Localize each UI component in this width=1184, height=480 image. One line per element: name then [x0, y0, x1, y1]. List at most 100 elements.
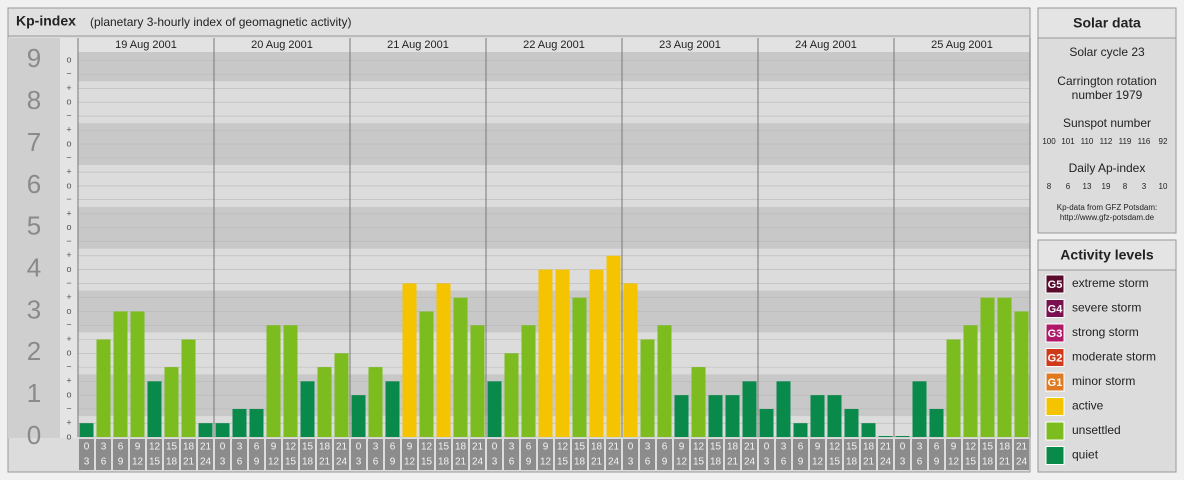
hour-start: 15	[302, 442, 314, 453]
hour-box	[929, 439, 944, 470]
hour-start: 18	[455, 442, 467, 453]
bar	[504, 353, 519, 437]
minor-tick-label: o	[66, 222, 71, 232]
hour-end: 3	[220, 457, 226, 468]
y-tick-label: 2	[27, 336, 41, 366]
hour-box	[351, 439, 366, 470]
hour-box	[453, 439, 468, 470]
bar	[147, 381, 162, 437]
hour-start: 21	[336, 442, 348, 453]
hour-start: 9	[815, 442, 821, 453]
ap-value: 3	[1142, 182, 1147, 191]
hour-box	[368, 439, 383, 470]
legend-label: moderate storm	[1072, 350, 1156, 364]
legend-title-bar	[1037, 239, 1177, 271]
sunspot-value: 100	[1042, 137, 1056, 146]
hour-box	[980, 439, 995, 470]
legend-swatch	[1045, 299, 1065, 318]
hour-box	[640, 439, 655, 470]
hour-end: 24	[1016, 457, 1028, 468]
hour-box	[606, 439, 621, 470]
legend-label: active	[1072, 399, 1104, 413]
hour-end: 21	[863, 457, 875, 468]
bar	[317, 367, 332, 437]
hour-end: 6	[373, 457, 379, 468]
hour-box	[742, 439, 757, 470]
hour-box	[164, 439, 179, 470]
y-tick-label: 3	[27, 294, 41, 324]
bar	[589, 269, 604, 437]
hour-end: 15	[285, 457, 297, 468]
ap-label: Daily Ap-index	[1069, 161, 1146, 175]
bar	[555, 269, 570, 437]
hour-end: 15	[149, 457, 161, 468]
hour-box	[810, 439, 825, 470]
hour-box	[708, 439, 723, 470]
hour-end: 18	[574, 457, 586, 468]
legend-code: G5	[1048, 279, 1063, 291]
hour-start: 0	[900, 442, 906, 453]
minor-tick-label: +	[66, 166, 71, 176]
hour-start: 0	[220, 442, 226, 453]
hour-end: 6	[781, 457, 787, 468]
legend-code: G3	[1048, 328, 1063, 340]
bar	[385, 381, 400, 437]
hour-box	[79, 439, 94, 470]
hour-start: 0	[628, 442, 634, 453]
bar	[232, 408, 247, 437]
hour-start: 9	[271, 442, 277, 453]
level-band	[78, 416, 1030, 437]
minor-tick-label: −	[66, 69, 71, 79]
ap-value: 8	[1047, 182, 1052, 191]
hour-box	[436, 439, 451, 470]
hour-start: 9	[407, 442, 413, 453]
hour-end: 18	[438, 457, 450, 468]
title-bar	[7, 7, 1031, 37]
carrington: Carrington rotation	[1057, 74, 1156, 88]
legend-code: G1	[1048, 377, 1063, 389]
bar	[419, 311, 434, 437]
hour-end: 15	[829, 457, 841, 468]
hour-box	[317, 439, 332, 470]
bar	[96, 339, 111, 437]
minor-tick-label: o	[66, 55, 71, 65]
hour-box	[487, 439, 502, 470]
sunspot-value: 110	[1081, 137, 1094, 146]
minor-tick-label: +	[66, 83, 71, 93]
bar	[215, 423, 230, 437]
legend-swatch	[1045, 372, 1065, 392]
bar	[1014, 311, 1029, 437]
minor-tick-label: o	[66, 264, 71, 274]
source-note: Kp-data from GFZ Potsdam:	[1057, 203, 1157, 212]
minor-tick-label: o	[66, 306, 71, 316]
bar	[453, 297, 468, 437]
bar	[181, 339, 196, 437]
bar	[844, 408, 859, 437]
minor-tick-label: −	[66, 361, 71, 371]
hour-box	[334, 439, 349, 470]
hour-box	[912, 439, 927, 470]
minor-tick-label: +	[66, 125, 71, 135]
bar	[793, 423, 808, 437]
minor-tick-label: o	[66, 348, 71, 358]
bar	[283, 325, 298, 437]
hour-start: 6	[934, 442, 940, 453]
hour-start: 18	[999, 442, 1011, 453]
hour-start: 21	[608, 442, 620, 453]
hour-end: 24	[744, 457, 756, 468]
hour-start: 15	[166, 442, 178, 453]
bar	[334, 353, 349, 437]
minor-axis-column	[60, 38, 78, 438]
hour-start: 3	[781, 442, 787, 453]
bar	[351, 395, 366, 437]
hour-start: 18	[863, 442, 875, 453]
bar	[963, 325, 978, 437]
hour-start: 12	[421, 442, 433, 453]
y-tick-label: 7	[27, 127, 41, 157]
bar	[538, 269, 553, 437]
bar	[861, 423, 876, 437]
hour-start: 15	[846, 442, 858, 453]
minor-tick-label: +	[66, 292, 71, 302]
hour-end: 9	[390, 457, 396, 468]
